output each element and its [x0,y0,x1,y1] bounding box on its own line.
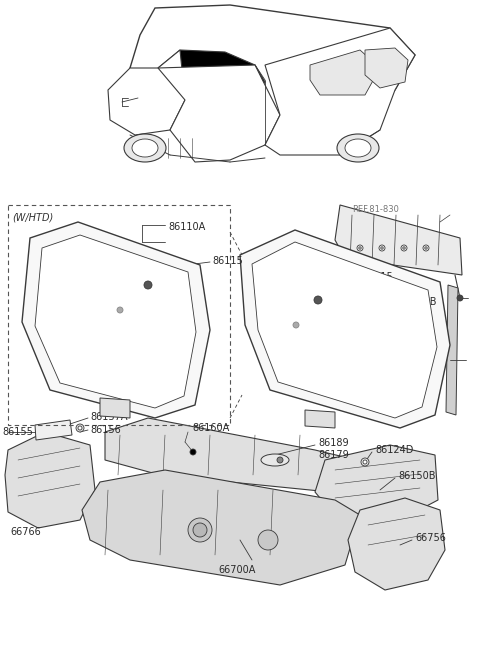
Text: 86110A: 86110A [295,275,332,285]
Polygon shape [35,235,196,408]
Polygon shape [130,5,415,115]
Ellipse shape [132,139,158,157]
Circle shape [361,458,369,466]
Circle shape [188,518,212,542]
Text: REF.81-830: REF.81-830 [352,205,399,215]
Circle shape [117,307,123,313]
Polygon shape [310,50,380,95]
Circle shape [293,322,299,328]
Circle shape [359,247,361,249]
Text: 1129EB: 1129EB [400,297,437,307]
Text: 86115: 86115 [212,256,243,266]
Text: 86150B: 86150B [398,471,435,481]
Circle shape [379,245,385,251]
Circle shape [190,449,196,455]
Circle shape [258,530,278,550]
Circle shape [78,426,82,430]
Polygon shape [348,498,445,590]
Circle shape [457,295,463,301]
Text: 66700A: 66700A [218,565,255,575]
Circle shape [357,245,363,251]
Ellipse shape [261,454,289,466]
Polygon shape [158,50,265,105]
Polygon shape [108,50,185,135]
Polygon shape [240,230,450,428]
Text: 86157A: 86157A [90,412,128,422]
Polygon shape [35,420,72,440]
Text: 86155: 86155 [2,427,33,437]
Circle shape [363,460,367,464]
Ellipse shape [337,134,379,162]
Polygon shape [100,398,130,418]
Polygon shape [105,418,370,492]
Polygon shape [252,242,437,418]
Polygon shape [5,432,95,528]
Circle shape [314,296,322,304]
Polygon shape [158,65,280,162]
Circle shape [193,523,207,537]
Circle shape [403,247,406,249]
Polygon shape [22,222,210,418]
Polygon shape [315,445,438,520]
Ellipse shape [124,134,166,162]
Text: 86110A: 86110A [168,222,205,232]
Polygon shape [446,285,458,415]
Text: 86156: 86156 [90,425,121,435]
Text: 86150C: 86150C [390,353,428,363]
Polygon shape [305,410,335,428]
Circle shape [144,281,152,289]
Polygon shape [265,28,415,155]
Text: 86115: 86115 [362,272,393,282]
Polygon shape [82,470,360,585]
Circle shape [401,245,407,251]
Text: 86160A: 86160A [192,423,229,433]
Text: 86179: 86179 [318,450,349,460]
Text: 66756: 66756 [415,533,446,543]
Circle shape [277,457,283,463]
Circle shape [423,245,429,251]
Text: 86124D: 86124D [375,445,413,455]
Text: (W/HTD): (W/HTD) [12,213,53,223]
Polygon shape [335,205,462,275]
Polygon shape [365,48,408,88]
Circle shape [381,247,384,249]
Text: 66766: 66766 [10,527,41,537]
Ellipse shape [345,139,371,157]
Text: 86189: 86189 [318,438,348,448]
Circle shape [76,424,84,432]
Circle shape [424,247,428,249]
